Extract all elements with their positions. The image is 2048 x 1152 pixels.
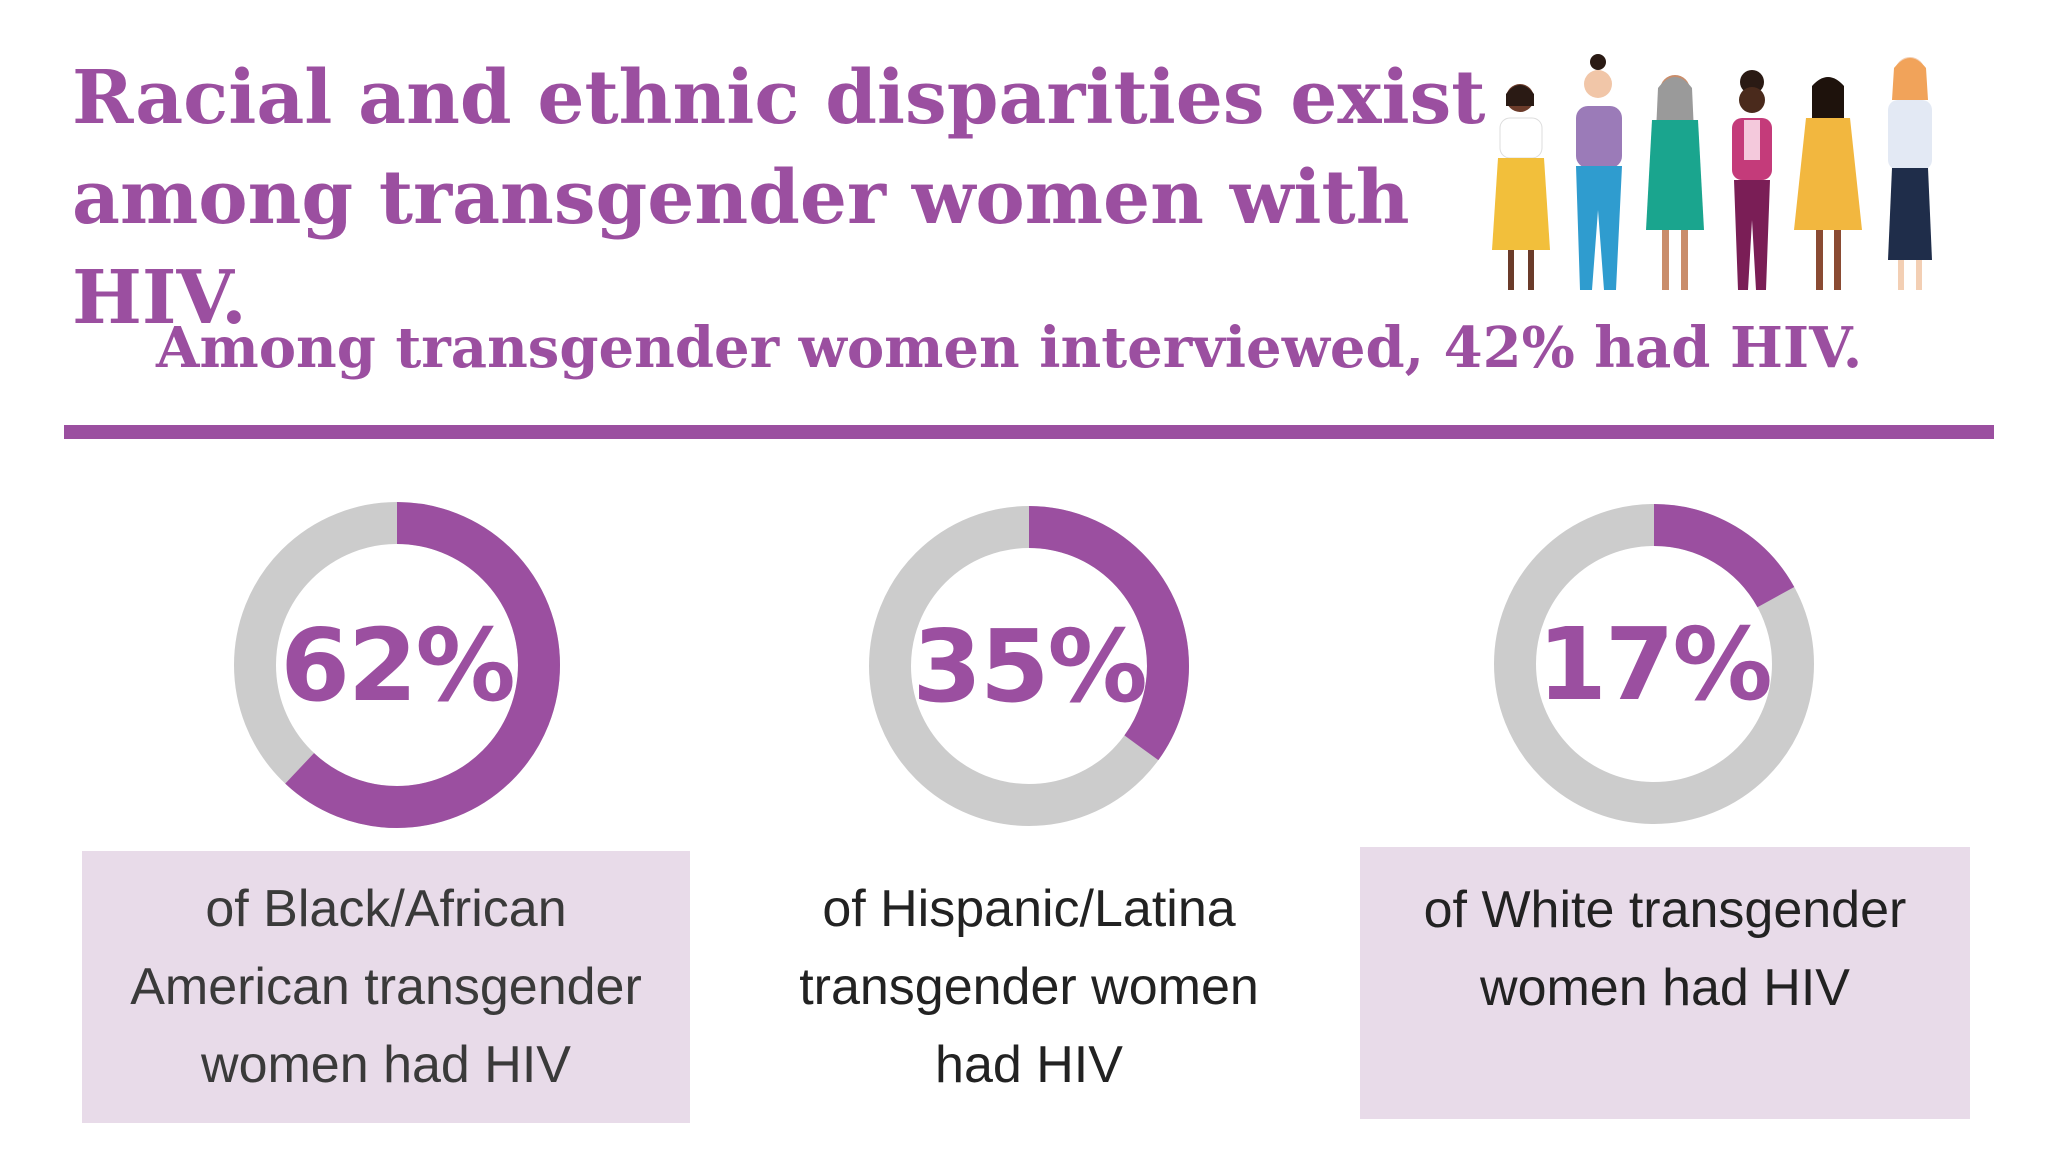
woman-figure-4 xyxy=(1732,70,1772,290)
donut-black: 62% xyxy=(232,500,562,830)
woman-figure-6 xyxy=(1888,57,1932,290)
donut-arc-black xyxy=(234,502,560,828)
divider-rule xyxy=(64,425,1994,439)
woman-figure-5 xyxy=(1794,77,1862,290)
percent-label-black: 62% xyxy=(280,606,515,724)
women-illustration xyxy=(1492,54,1932,290)
donut-hispanic: 35% xyxy=(868,505,1190,827)
caption-black: of Black/African American transgender wo… xyxy=(82,851,690,1123)
percent-label-white: 17% xyxy=(1537,605,1772,723)
donut-arc-hispanic xyxy=(869,506,1189,826)
caption-white: of White transgender women had HIV xyxy=(1360,847,1970,1119)
page-title: Racial and ethnic disparities exist amon… xyxy=(72,55,1486,341)
page-subtitle: Among transgender women interviewed, 42%… xyxy=(156,315,1863,381)
percent-label-hispanic: 35% xyxy=(912,607,1147,725)
caption-hispanic: of Hispanic/Latina transgender women had… xyxy=(799,880,1259,1094)
woman-figure-3 xyxy=(1646,75,1704,290)
woman-figure-1 xyxy=(1492,84,1550,290)
woman-figure-2 xyxy=(1576,54,1622,290)
donut-white: 17% xyxy=(1493,503,1815,825)
donut-arc-white xyxy=(1494,504,1814,824)
